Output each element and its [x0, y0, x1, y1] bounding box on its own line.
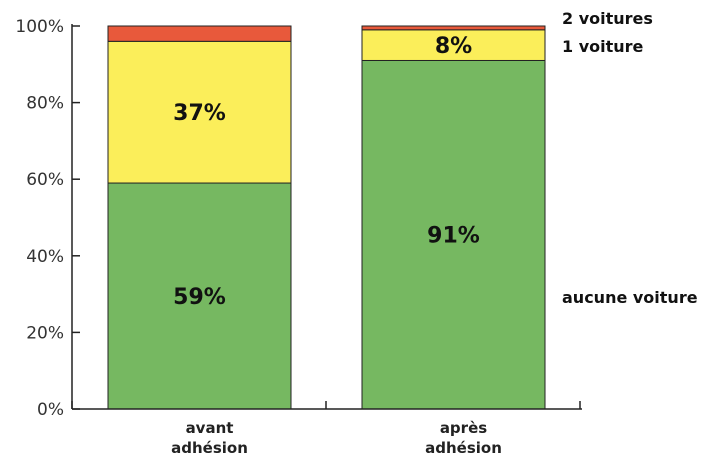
legend-label: 2 voitures — [562, 9, 653, 28]
data-label: 91% — [427, 224, 480, 249]
bar-segment-2-voitures-2 — [361, 25, 546, 31]
y-tick-label: 20% — [26, 323, 64, 343]
x-category-label: après — [440, 419, 487, 437]
bar-segment-1-voiture-1 — [107, 40, 292, 184]
bar-segment-aucune-voiture-1 — [107, 182, 292, 410]
legend-group: aucune voiture 1 voiture 2 voitures — [562, 9, 698, 307]
bars-group — [107, 25, 546, 410]
legend-label: aucune voiture — [562, 288, 698, 307]
y-tick-label: 0% — [37, 400, 64, 420]
data-label: 37% — [173, 101, 226, 126]
bar-segment-2-voitures-1 — [107, 25, 292, 42]
y-tick-label: 80% — [26, 94, 64, 114]
y-tick-label: 40% — [26, 247, 64, 267]
data-labels-group: 59% 37% 91% 8% — [173, 34, 480, 310]
x-category-label: adhésion — [171, 439, 248, 457]
data-label: 59% — [173, 285, 226, 310]
x-category-label: avant — [186, 419, 234, 437]
axes-group: 0% 20% 40% 60% 80% 100% avant adhésion après adhé… — [15, 17, 582, 457]
legend-label: 1 voiture — [562, 37, 644, 56]
data-label: 8% — [435, 34, 472, 59]
x-category-label: adhésion — [425, 439, 502, 457]
y-tick-label: 60% — [26, 170, 64, 190]
y-tick-label: 100% — [15, 17, 64, 37]
bar-segment-1-voiture-2 — [361, 29, 546, 61]
